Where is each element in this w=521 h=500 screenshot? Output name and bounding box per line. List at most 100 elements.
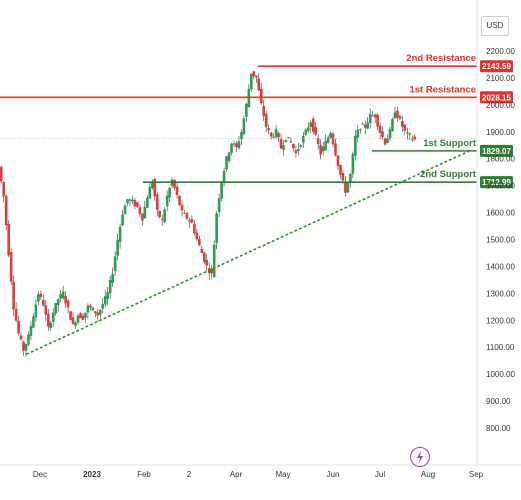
candle-body (349, 174, 352, 183)
candle-body (155, 194, 159, 211)
candle-body (17, 320, 20, 334)
level-price-text: 2143.59 (482, 62, 511, 71)
candle-body (118, 226, 122, 242)
candle-body (24, 343, 28, 351)
level-label: 1st Resistance (409, 84, 476, 95)
candle-body (89, 305, 92, 308)
candle-body (74, 322, 77, 326)
candle-body (76, 315, 80, 323)
x-tick-label: Aug (421, 470, 435, 479)
candle-body (106, 292, 110, 299)
lightning-icon[interactable] (410, 447, 430, 467)
candle-body (361, 123, 365, 125)
candle-body (242, 118, 246, 134)
level-price-tag (480, 60, 513, 73)
candle-body (230, 143, 233, 153)
y-tick-label: 2000.00 (486, 101, 515, 110)
candle-body (96, 312, 100, 316)
candle-body (141, 213, 144, 221)
candle-body (316, 138, 320, 145)
candle-body (103, 296, 107, 305)
candle-body (329, 133, 332, 138)
candle-body (0, 166, 3, 182)
candle-body (257, 78, 261, 91)
y-tick-label: 1200.00 (486, 316, 515, 325)
candle-body (306, 127, 310, 131)
x-tick-label: Jul (375, 470, 385, 479)
candle-body (358, 129, 362, 131)
candle-body (143, 206, 147, 219)
candle-body (193, 223, 196, 234)
y-tick-label: 1300.00 (486, 289, 515, 298)
candle-body (12, 281, 15, 310)
candle-body (185, 213, 189, 219)
candle-body (131, 199, 134, 202)
candle-body (403, 124, 407, 131)
level-label: 2nd Resistance (406, 53, 476, 64)
candle-body (153, 179, 157, 197)
candle-body (326, 137, 330, 143)
candle-body (324, 141, 327, 151)
candle-body (138, 207, 142, 214)
candle-body (44, 305, 48, 315)
candle-body (272, 136, 275, 138)
x-tick-label: Sep (469, 470, 484, 479)
candle-body (408, 133, 412, 135)
candle-body (79, 313, 82, 319)
level-label: 2nd Support (420, 169, 477, 180)
candle-body (232, 143, 236, 145)
candle-body (116, 239, 119, 256)
candle-body (163, 209, 166, 222)
candle-body (111, 274, 114, 283)
candle-body (237, 141, 241, 149)
candle-body (334, 143, 337, 156)
y-tick-label: 800.00 (486, 424, 511, 433)
candle-body (381, 131, 384, 138)
candle-body (396, 110, 399, 118)
candle-body (250, 73, 253, 90)
candle-body (354, 135, 357, 156)
candle-body (175, 186, 179, 196)
candle-body (71, 317, 75, 324)
levels: 2nd Resistance 2143.59 1st Resistance 2028.… (0, 53, 513, 355)
candle-body (294, 150, 298, 153)
candle-body (190, 218, 194, 223)
candle-body (160, 218, 164, 220)
candle-body (410, 139, 414, 141)
y-tick-label: 1500.00 (486, 236, 515, 245)
y-tick-label: 1700.00 (486, 182, 515, 191)
candle-body (59, 294, 62, 299)
candle-body (64, 295, 67, 304)
candle-body (54, 303, 58, 314)
level-price-tag (480, 176, 513, 189)
candle-body (29, 326, 33, 336)
candle-body (198, 239, 201, 246)
candle-body (200, 248, 204, 254)
candle-body (126, 199, 129, 204)
candle-body (81, 315, 85, 320)
candle-body (108, 279, 112, 294)
candle-body (202, 252, 206, 262)
candle-body (321, 146, 325, 152)
candle-body (309, 122, 313, 128)
level-price-tag (480, 91, 513, 104)
x-tick-label: May (275, 470, 290, 479)
candle-body (314, 127, 318, 135)
candle-body (371, 115, 374, 117)
candle-body (292, 143, 295, 149)
candle-body (393, 112, 397, 119)
candle-body (168, 187, 171, 198)
candle-body (7, 223, 10, 256)
candle-body (128, 199, 132, 201)
y-tick-label: 1400.00 (486, 262, 515, 271)
candle-body (240, 132, 243, 140)
candle-body (378, 125, 382, 133)
candle-body (4, 195, 8, 226)
candle-body (56, 299, 60, 306)
candle-body (225, 156, 228, 170)
candle-body (165, 195, 169, 207)
candle-body (262, 105, 266, 117)
candle-body (42, 300, 45, 306)
candle-body (252, 71, 256, 77)
candle-body (267, 128, 270, 131)
